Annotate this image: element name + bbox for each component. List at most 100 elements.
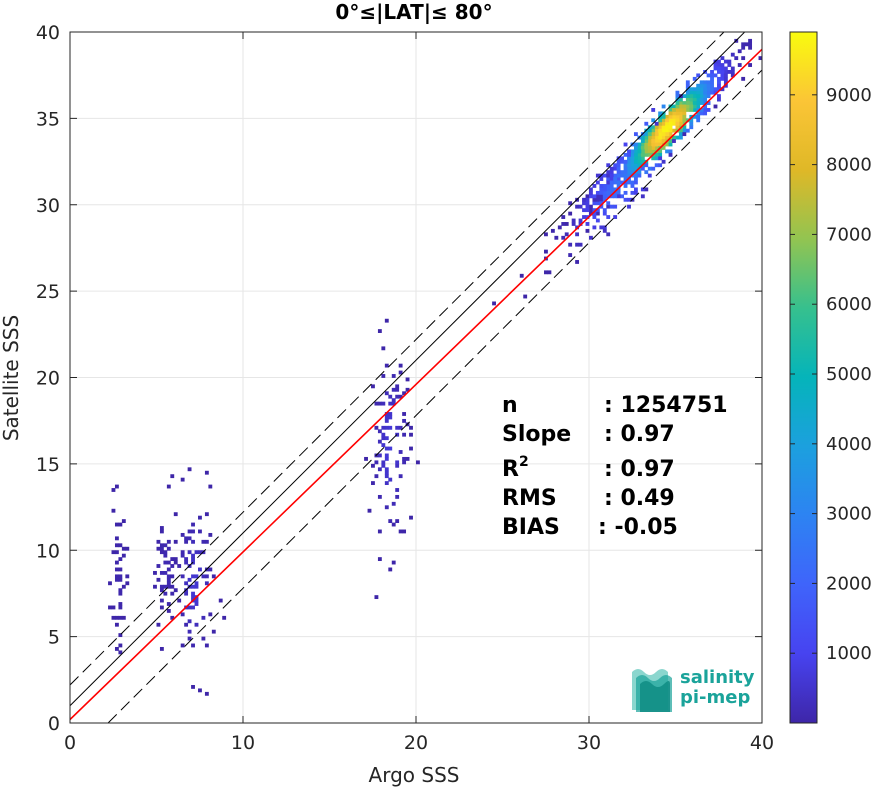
density-cell xyxy=(699,97,704,102)
density-cell xyxy=(758,56,762,61)
density-cell xyxy=(616,187,621,192)
density-cell xyxy=(114,622,119,627)
density-cell xyxy=(623,163,628,168)
density-cell xyxy=(727,63,732,67)
density-cell xyxy=(589,190,593,195)
density-cell xyxy=(391,501,396,506)
density-cell xyxy=(388,477,393,482)
density-cell xyxy=(692,114,697,119)
density-cell xyxy=(658,156,663,161)
density-cell xyxy=(689,90,694,95)
density-cell xyxy=(589,208,593,213)
density-cell xyxy=(191,557,195,562)
density-cell xyxy=(606,177,611,181)
density-cell xyxy=(633,146,638,150)
density-cell xyxy=(682,101,687,105)
density-cell xyxy=(692,104,697,109)
density-cell xyxy=(198,550,202,555)
density-cell xyxy=(606,187,611,192)
density-cell xyxy=(568,201,573,206)
density-cell xyxy=(609,204,614,209)
density-cell xyxy=(156,577,161,582)
density-cell xyxy=(153,584,157,589)
density-cell xyxy=(201,615,206,620)
density-cell xyxy=(561,222,566,226)
density-cell xyxy=(685,104,690,109)
density-cell xyxy=(568,211,573,216)
density-cell xyxy=(661,139,666,143)
density-cell xyxy=(633,132,638,137)
density-cell xyxy=(675,94,680,99)
density-cell xyxy=(699,83,704,88)
density-cell xyxy=(208,484,213,489)
density-cell xyxy=(163,543,168,548)
density-cell xyxy=(398,474,403,479)
density-cell xyxy=(717,94,721,99)
density-cell xyxy=(159,584,164,589)
density-cell xyxy=(201,539,206,544)
density-cell xyxy=(180,574,185,579)
density-cell xyxy=(388,415,393,420)
density-cell xyxy=(665,128,669,133)
density-cell xyxy=(720,56,725,61)
density-cell xyxy=(682,108,687,112)
density-cell xyxy=(658,163,663,168)
density-cell xyxy=(402,412,407,416)
density-cell xyxy=(111,615,116,620)
y-tick-label: 30 xyxy=(36,195,60,217)
density-cell xyxy=(589,211,593,216)
density-cell xyxy=(630,184,635,188)
density-cell xyxy=(658,132,663,137)
density-cell xyxy=(173,557,178,562)
y-tick-label: 10 xyxy=(36,540,60,562)
density-cell xyxy=(163,550,168,555)
stat-label-r2-base: R xyxy=(502,457,519,482)
density-cell xyxy=(173,512,178,517)
density-cell xyxy=(118,633,123,638)
density-cell xyxy=(692,97,697,102)
density-cell xyxy=(748,45,753,50)
density-cell xyxy=(602,184,607,188)
density-cell xyxy=(685,83,690,88)
density-cell xyxy=(187,536,192,541)
density-cell xyxy=(599,184,604,188)
density-cell xyxy=(388,425,393,430)
density-cell xyxy=(575,242,580,247)
density-cell xyxy=(651,132,656,137)
density-cell xyxy=(114,484,119,489)
density-cell xyxy=(613,194,618,199)
density-cell xyxy=(644,139,649,143)
density-cell xyxy=(191,684,195,689)
density-cell xyxy=(391,398,396,403)
density-cell xyxy=(602,194,607,199)
density-cell xyxy=(616,180,621,185)
density-cell xyxy=(651,139,656,143)
density-cell xyxy=(118,650,123,655)
density-cell xyxy=(184,560,189,565)
density-cell xyxy=(589,204,593,209)
density-cell xyxy=(173,539,178,544)
density-cell xyxy=(630,159,635,164)
density-cell xyxy=(651,156,656,161)
density-cell xyxy=(599,177,604,181)
density-cell xyxy=(651,135,656,140)
density-cell xyxy=(613,180,618,185)
density-cell xyxy=(159,570,164,575)
density-cell xyxy=(578,204,583,209)
x-axis-label: Argo SSS xyxy=(369,763,460,787)
density-cell xyxy=(571,218,576,223)
density-cell xyxy=(409,425,413,430)
density-cell xyxy=(620,173,624,178)
density-cell xyxy=(696,94,701,99)
density-cell xyxy=(166,602,171,606)
density-cell xyxy=(675,125,680,130)
density-cell xyxy=(381,443,386,447)
density-cell xyxy=(672,139,676,143)
density-cell xyxy=(623,152,628,157)
density-cell xyxy=(654,152,659,157)
density-cell xyxy=(184,557,189,562)
density-cell xyxy=(647,139,652,143)
density-cell xyxy=(644,149,649,154)
logo-line2: pi-mep xyxy=(680,687,750,708)
density-cell xyxy=(561,235,566,240)
